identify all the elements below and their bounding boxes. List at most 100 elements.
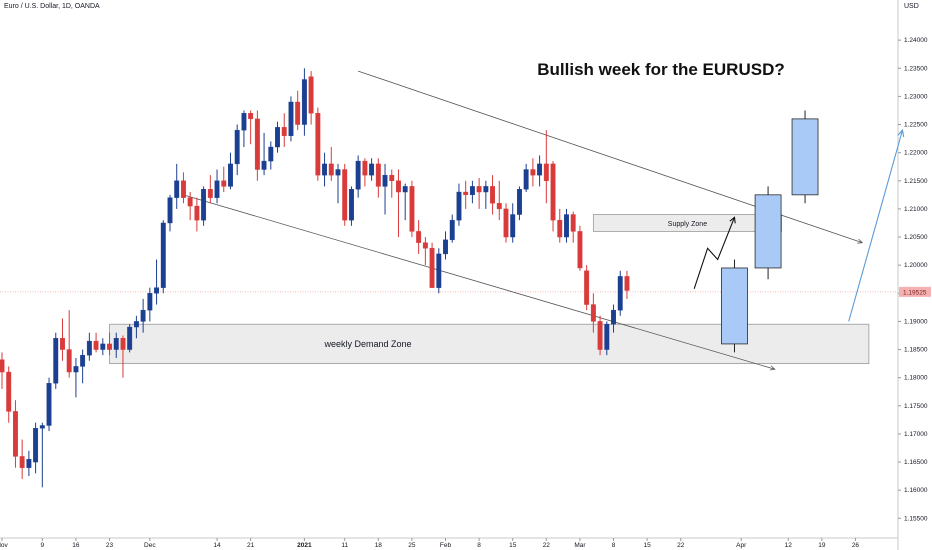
candle [617,276,623,311]
candle [140,309,146,322]
candle [228,163,233,187]
candle [113,338,119,350]
x-tick-label: Feb [440,542,452,549]
candle [409,186,415,232]
trend-line-arrowhead [769,365,776,371]
y-tick-label: 1.21000 [904,206,928,213]
candle [604,324,610,350]
candle [248,113,254,120]
candle [73,366,79,373]
projection-candle [721,267,748,345]
candle [127,326,133,350]
candle [100,343,106,350]
x-tick-label: 15 [509,542,517,549]
candle [0,359,5,373]
candle [107,343,112,350]
candle [301,79,307,125]
candle [624,276,630,291]
candle [416,231,422,243]
x-tick-label: 21 [247,542,255,549]
y-tick-label: 1.19000 [904,318,928,325]
x-tick-label: 22 [543,542,551,549]
candle [268,146,274,162]
candle [543,163,549,181]
y-tick-label: 1.18500 [904,347,928,354]
candle [584,270,590,305]
candle [207,189,213,198]
y-tick-label: 1.22500 [904,122,928,129]
candle [483,186,489,193]
candle [275,127,280,148]
x-tick-label: 18 [375,542,383,549]
x-tick-label: 8 [477,542,481,549]
candle [221,180,227,187]
candle [39,425,45,429]
y-tick-label: 1.21500 [904,178,928,185]
candle [443,239,448,255]
candle [180,180,186,198]
demand-zone-label: weekly Demand Zone [323,339,411,349]
candle [510,214,516,238]
candle [19,456,25,468]
candle [342,169,348,221]
y-tick-label: 1.16500 [904,459,928,466]
current-price-tag [899,286,931,297]
candle [93,340,99,350]
candle [160,222,166,288]
candle [261,160,267,170]
candle [187,197,193,207]
projection-candle [791,118,819,196]
candle [254,118,260,170]
candle [214,180,220,198]
candle [537,163,543,176]
candle [369,163,375,176]
candle [611,309,616,325]
x-tick-label: 11 [341,542,348,549]
demand-zone [109,323,870,365]
x-tick-label: 15 [644,542,652,549]
x-tick-label: 26 [852,542,860,549]
candle [456,191,462,221]
symbol-header[interactable]: Euro / U.S. Dollar, 1D, OANDA [4,3,100,10]
y-tick-label: 1.16000 [904,487,928,494]
x-tick-label: Mar [574,542,586,549]
candle [133,321,139,328]
candle [80,354,86,367]
current-price-label: 1.19525 [903,289,927,296]
candle [355,160,361,190]
candle [476,186,482,193]
y-tick-label: 1.15500 [904,515,928,522]
projection-candle [754,194,782,269]
candle [436,253,442,288]
blue-projection-arrow [848,129,904,322]
lower-trend-line [183,194,775,370]
candle [26,459,32,468]
candle [53,338,59,384]
trend-line-arrowhead [857,238,864,244]
candle [469,186,475,196]
candle [590,304,596,322]
candle [362,160,368,176]
y-tick-label: 1.18000 [904,375,928,382]
y-tick-label: 1.17000 [904,431,928,438]
candle [288,101,294,136]
candle [382,174,388,187]
candle [33,428,39,463]
candle [46,383,52,426]
candle [550,163,556,221]
x-tick-label: 2021 [297,542,312,549]
x-tick-label: 19 [818,542,826,549]
y-tick-label: 1.20000 [904,262,928,269]
candle [194,205,200,221]
candle [308,76,314,114]
candle [375,163,381,187]
candle [396,180,401,193]
x-tick-label: 16 [72,542,80,549]
candle [503,208,509,238]
x-tick-label: 23 [106,542,114,549]
candle [570,214,576,232]
currency-label: USD [904,3,919,10]
y-tick-label: 1.17500 [904,403,928,410]
